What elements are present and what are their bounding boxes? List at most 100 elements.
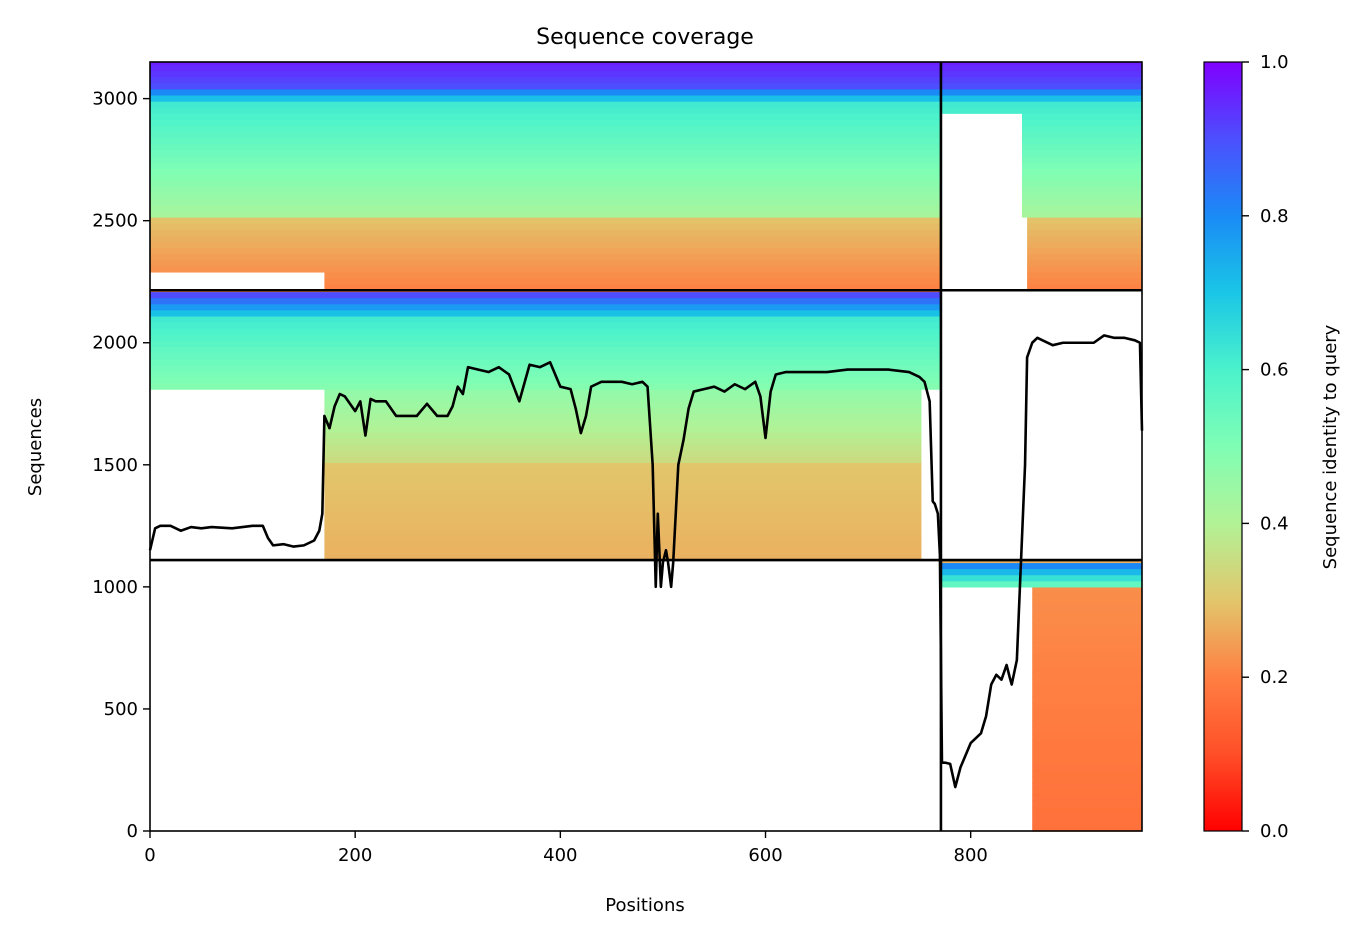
- coverage-band: [1032, 715, 1142, 722]
- coverage-band: [1027, 284, 1142, 291]
- coverage-band: [150, 192, 941, 200]
- y-tick-label: 0: [127, 821, 138, 842]
- coverage-band: [1032, 635, 1142, 643]
- x-tick-label: 200: [338, 845, 372, 866]
- coverage-band: [1032, 592, 1142, 600]
- coverage-band: [940, 94, 1142, 102]
- coverage-band: [150, 210, 941, 218]
- coverage-band: [150, 101, 941, 108]
- coverage-band: [1021, 210, 1142, 218]
- colorbar-tick-label: 0.4: [1260, 513, 1289, 534]
- coverage-band: [324, 450, 922, 457]
- colorbar-tick-label: 0.0: [1260, 821, 1289, 842]
- coverage-band: [150, 131, 941, 139]
- coverage-band: [940, 82, 1142, 90]
- coverage-band: [1021, 119, 1142, 127]
- coverage-band: [324, 271, 941, 279]
- coverage-band: [150, 64, 941, 72]
- coverage-band: [324, 547, 922, 555]
- coverage-band: [150, 235, 941, 243]
- colorbar: 0.0 0.2 0.4 0.6 0.8 1.0: [1203, 52, 1289, 842]
- coverage-band: [1032, 763, 1142, 771]
- coverage-band: [1032, 623, 1142, 631]
- x-axis-label: Positions: [605, 895, 684, 916]
- y-axis-label: Sequences: [25, 398, 46, 496]
- colorbar-gradient: [1203, 61, 1243, 832]
- coverage-band: [1027, 247, 1142, 255]
- coverage-band: [1032, 617, 1142, 625]
- coverage-band: [150, 62, 941, 66]
- coverage-band: [1032, 824, 1142, 832]
- coverage-band: [324, 505, 922, 512]
- coverage-band: [1021, 186, 1142, 194]
- coverage-band: [1032, 818, 1142, 826]
- coverage-band: [324, 407, 922, 415]
- coverage-band: [150, 198, 941, 206]
- coverage-band: [150, 168, 941, 175]
- coverage-band: [150, 186, 941, 194]
- coverage-band: [150, 241, 941, 249]
- coverage-band: [324, 553, 922, 561]
- coverage-band: [150, 94, 941, 102]
- block-upper-left: [150, 62, 941, 291]
- coverage-band: [150, 352, 941, 360]
- coverage-band: [150, 82, 941, 90]
- x-tick-label: 600: [748, 845, 782, 866]
- coverage-band: [324, 541, 922, 549]
- coverage-band: [150, 364, 941, 372]
- coverage-band: [150, 334, 941, 341]
- axis-ticks: 0 200 400 600 800 0 500 1000 1500 2000 2500 3000: [92, 89, 988, 866]
- coverage-band: [150, 309, 941, 317]
- coverage-band: [150, 174, 941, 181]
- coverage-band: [1032, 678, 1142, 686]
- coverage-band: [324, 523, 922, 531]
- coverage-band: [324, 468, 922, 476]
- coverage-band: [150, 322, 941, 329]
- coverage-band: [940, 580, 1142, 588]
- coverage-band: [324, 535, 922, 543]
- coverage-band: [324, 284, 941, 291]
- coverage-band: [940, 88, 1142, 96]
- coverage-band: [150, 88, 941, 96]
- coverage-band: [940, 70, 1142, 78]
- coverage-band: [150, 340, 941, 347]
- block-lower-right: [940, 560, 1142, 832]
- coverage-band: [150, 376, 941, 384]
- coverage-band: [1021, 162, 1142, 169]
- coverage-band: [150, 259, 941, 267]
- y-tick-label: 500: [104, 699, 138, 720]
- coverage-band: [1021, 143, 1142, 151]
- x-tick-label: 800: [954, 845, 988, 866]
- coverage-band: [150, 223, 941, 230]
- coverage-band: [150, 370, 941, 378]
- coverage-band: [324, 437, 922, 445]
- coverage-band: [150, 297, 941, 305]
- coverage-band: [150, 125, 941, 133]
- coverage-band: [1032, 757, 1142, 765]
- coverage-band: [150, 303, 941, 311]
- colorbar-tick-label: 0.6: [1260, 360, 1289, 381]
- coverage-band: [1021, 125, 1142, 133]
- coverage-band: [150, 217, 941, 224]
- coverage-band: [940, 562, 1142, 570]
- axes-frame: [149, 61, 1143, 832]
- coverage-band: [150, 162, 941, 169]
- coverage-band: [150, 358, 941, 366]
- coverage-band: [1021, 155, 1142, 163]
- coverage-band: [324, 529, 922, 537]
- coverage-band: [1032, 721, 1142, 728]
- coverage-band: [324, 456, 922, 463]
- coverage-band: [150, 229, 941, 236]
- coverage-band: [1021, 198, 1142, 206]
- coverage-band: [1032, 794, 1142, 802]
- coverage-band: [940, 574, 1142, 582]
- coverage-band: [1032, 684, 1142, 692]
- coverage-band: [150, 149, 941, 157]
- coverage-band: [1027, 217, 1142, 224]
- coverage-band: [1027, 253, 1142, 261]
- coverage-band: [1032, 629, 1142, 637]
- y-tick-label: 2000: [92, 333, 138, 354]
- coverage-band: [324, 474, 922, 482]
- coverage-band: [1032, 776, 1142, 783]
